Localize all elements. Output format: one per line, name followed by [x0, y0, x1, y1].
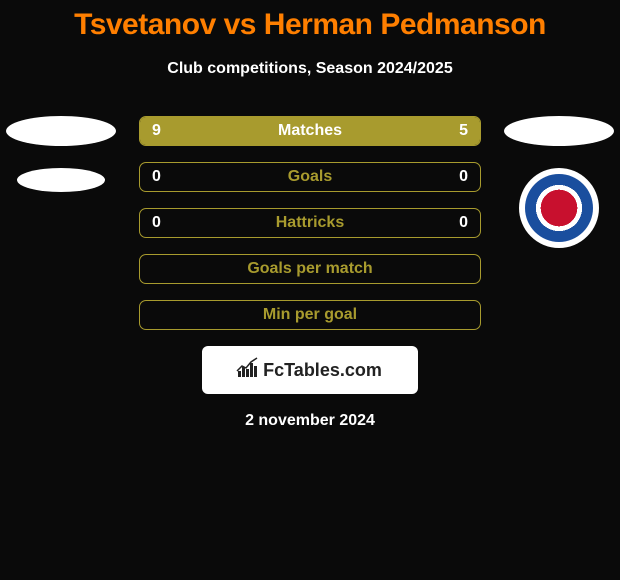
stat-label: Matches [278, 122, 342, 140]
stat-rows: 9 5 Matches 0 0 Goals 0 0 Hattricks Goals per mat… [139, 116, 481, 330]
trend-line-icon [236, 357, 260, 375]
stat-row: Goals per match [139, 254, 481, 284]
right-player-badges [504, 116, 614, 248]
page-title: Tsvetanov vs Herman Pedmanson [0, 8, 620, 42]
stat-row: 0 0 Goals [139, 162, 481, 192]
brand-text: FcTables.com [263, 360, 382, 381]
stat-row: 0 0 Hattricks [139, 208, 481, 238]
stat-label: Goals [288, 168, 332, 186]
stat-value-right: 0 [459, 168, 468, 186]
comparison-card: Tsvetanov vs Herman Pedmanson Club compe… [0, 0, 620, 430]
stat-label: Min per goal [263, 306, 357, 324]
stat-value-left: 9 [152, 122, 161, 140]
club-badge-inner-icon [525, 174, 593, 242]
stat-row: Min per goal [139, 300, 481, 330]
stat-label: Goals per match [247, 260, 372, 278]
placeholder-badge-icon [17, 168, 105, 192]
stat-value-right: 5 [459, 122, 468, 140]
date-text: 2 november 2024 [0, 412, 620, 430]
stats-area: 9 5 Matches 0 0 Goals 0 0 Hattricks Goals per mat… [0, 116, 620, 330]
brand-footer[interactable]: FcTables.com [202, 346, 418, 394]
subtitle: Club competitions, Season 2024/2025 [0, 60, 620, 78]
stat-value-left: 0 [152, 214, 161, 232]
club-badge-icon [519, 168, 599, 248]
placeholder-badge-icon [6, 116, 116, 146]
stat-value-left: 0 [152, 168, 161, 186]
stat-row: 9 5 Matches [139, 116, 481, 146]
stat-label: Hattricks [276, 214, 344, 232]
placeholder-badge-icon [504, 116, 614, 146]
chart-icon [238, 363, 257, 377]
stat-value-right: 0 [459, 214, 468, 232]
left-player-badges [6, 116, 116, 214]
